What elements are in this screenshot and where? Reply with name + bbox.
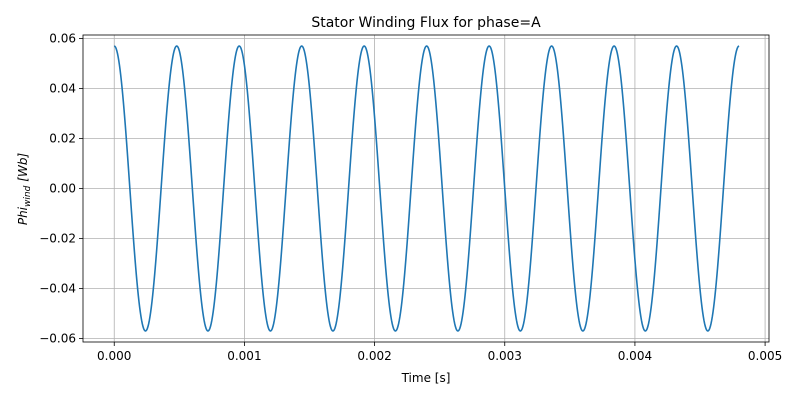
x-tick-label: 0.001: [227, 349, 261, 363]
x-tick-label: 0.005: [748, 349, 782, 363]
flux-series-line: [113, 45, 740, 332]
y-axis-ticks: 0.06 0.04 0.02 0.00 −0.02 −0.04 −0.06: [39, 32, 83, 346]
y-tick-label: −0.02: [39, 232, 76, 246]
y-axis-label: Phiwind [Wb]: [16, 153, 33, 226]
y-axis-label-main: Phi: [16, 206, 30, 225]
x-tick-label: 0.000: [97, 349, 131, 363]
y-tick-label: 0.04: [49, 82, 76, 96]
y-tick-label: 0.02: [49, 132, 76, 146]
grid: [83, 35, 769, 342]
x-axis-label: Time [s]: [401, 371, 451, 385]
x-tick-label: 0.004: [618, 349, 652, 363]
x-axis-ticks: 0.000 0.001 0.002 0.003 0.004 0.005: [97, 342, 782, 363]
y-tick-label: −0.06: [39, 332, 76, 346]
x-tick-label: 0.003: [488, 349, 522, 363]
x-tick-label: 0.002: [357, 349, 391, 363]
y-axis-label-subscript: wind: [23, 185, 33, 207]
y-tick-label: 0.00: [49, 182, 76, 196]
chart-title: Stator Winding Flux for phase=A: [311, 15, 541, 31]
y-axis-label-unit: [Wb]: [16, 153, 30, 182]
y-tick-label: −0.04: [39, 282, 76, 296]
y-tick-label: 0.06: [49, 32, 76, 46]
series-layer: [113, 45, 740, 332]
